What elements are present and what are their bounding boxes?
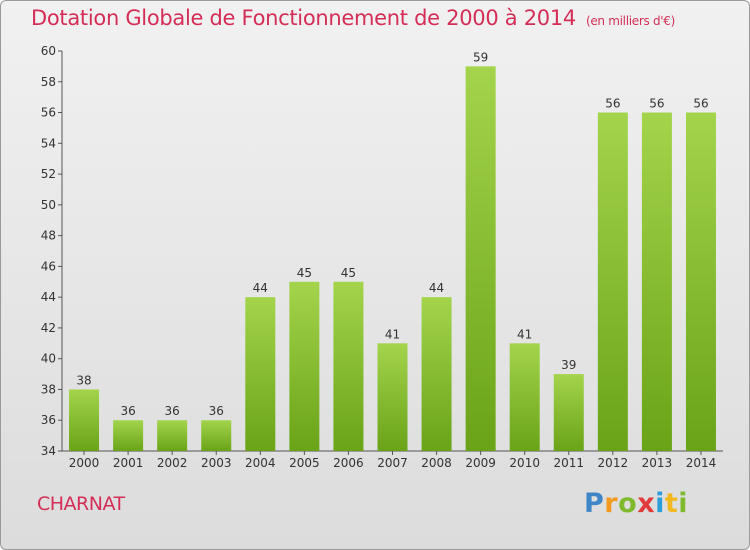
logo-letter: o: [618, 488, 638, 519]
data-label-2008: 44: [429, 281, 444, 295]
chart-title-text: Dotation Globale de Fonctionnement de 20…: [31, 6, 576, 30]
chart-title: Dotation Globale de Fonctionnement de 20…: [31, 6, 675, 30]
y-tick-label: 38: [41, 382, 56, 396]
y-tick-label: 42: [41, 321, 56, 335]
bars: [69, 66, 716, 452]
x-tick-label: 2002: [157, 456, 188, 470]
data-labels: 38 36 36 36 44 45 45 41 44 59 41 39 56 56 56: [76, 50, 708, 418]
y-tick-label: 60: [41, 44, 56, 58]
data-label-2004: 44: [253, 281, 268, 295]
y-tick-label: 58: [41, 75, 56, 89]
x-tick-label: 2008: [421, 456, 452, 470]
axes: 34 36 38 40 42 44 46 48 50 52 54 56 58 60 2000 2001 2002…: [41, 44, 723, 470]
logo-letter: x: [637, 488, 656, 519]
x-tick-label: 2001: [113, 456, 144, 470]
y-tick-label: 50: [41, 198, 56, 212]
x-tick-label: 2006: [333, 456, 364, 470]
x-tick-label: 2000: [69, 456, 100, 470]
bar-2002: [157, 420, 188, 451]
data-label-2000: 38: [76, 373, 91, 387]
logo-letter: i: [678, 488, 689, 519]
y-tick-label: 44: [41, 290, 56, 304]
y-tick-label: 48: [41, 229, 56, 243]
bar-2008: [421, 297, 452, 451]
x-tick-label: 2005: [289, 456, 320, 470]
x-tick-label: 2014: [686, 456, 717, 470]
y-tick-label: 52: [41, 167, 56, 181]
y-tick-label: 46: [41, 259, 56, 273]
bar-2014: [685, 112, 716, 452]
proxiti-logo: Proxiti: [584, 488, 688, 519]
logo-letter: i: [655, 488, 665, 519]
bar-2009: [465, 66, 496, 451]
x-tick-label: 2003: [201, 456, 232, 470]
logo-letter: P: [584, 488, 605, 519]
bar-2011: [553, 374, 584, 451]
y-tick-label: 34: [41, 444, 56, 458]
data-label-2002: 36: [165, 404, 180, 418]
data-label-2011: 39: [561, 358, 576, 372]
y-tick-label: 36: [41, 413, 56, 427]
x-tick-label: 2013: [642, 456, 673, 470]
bar-2007: [377, 343, 408, 451]
x-tick-label: 2007: [377, 456, 408, 470]
x-tick-label: 2010: [509, 456, 540, 470]
bar-2003: [201, 420, 232, 451]
logo-letter: t: [664, 488, 679, 519]
x-tick-label: 2004: [245, 456, 276, 470]
x-tick-label: 2009: [465, 456, 496, 470]
x-tick-label: 2012: [598, 456, 629, 470]
data-label-2006: 45: [341, 266, 356, 280]
data-label-2001: 36: [120, 404, 135, 418]
bar-2006: [333, 281, 364, 451]
data-label-2013: 56: [649, 97, 664, 111]
y-tick-label: 40: [41, 352, 56, 366]
bar-2004: [245, 297, 276, 451]
data-label-2007: 41: [385, 327, 400, 341]
data-label-2014: 56: [693, 97, 708, 111]
bar-2001: [113, 420, 144, 451]
bar-2013: [641, 112, 672, 452]
x-tick-label: 2011: [553, 456, 584, 470]
bar-2005: [289, 281, 320, 451]
bar-2012: [597, 112, 628, 452]
y-tick-label: 54: [41, 136, 56, 150]
data-label-2012: 56: [605, 97, 620, 111]
bar-2010: [509, 343, 540, 451]
data-label-2009: 59: [473, 50, 488, 64]
y-tick-label: 56: [41, 106, 56, 120]
logo-letter: r: [604, 488, 619, 519]
data-label-2010: 41: [517, 327, 532, 341]
data-label-2003: 36: [209, 404, 224, 418]
chart-subtitle: (en milliers d'€): [585, 14, 675, 28]
commune-name: CHARNAT: [37, 493, 125, 515]
data-label-2005: 45: [297, 266, 312, 280]
bar-2000: [69, 389, 100, 451]
